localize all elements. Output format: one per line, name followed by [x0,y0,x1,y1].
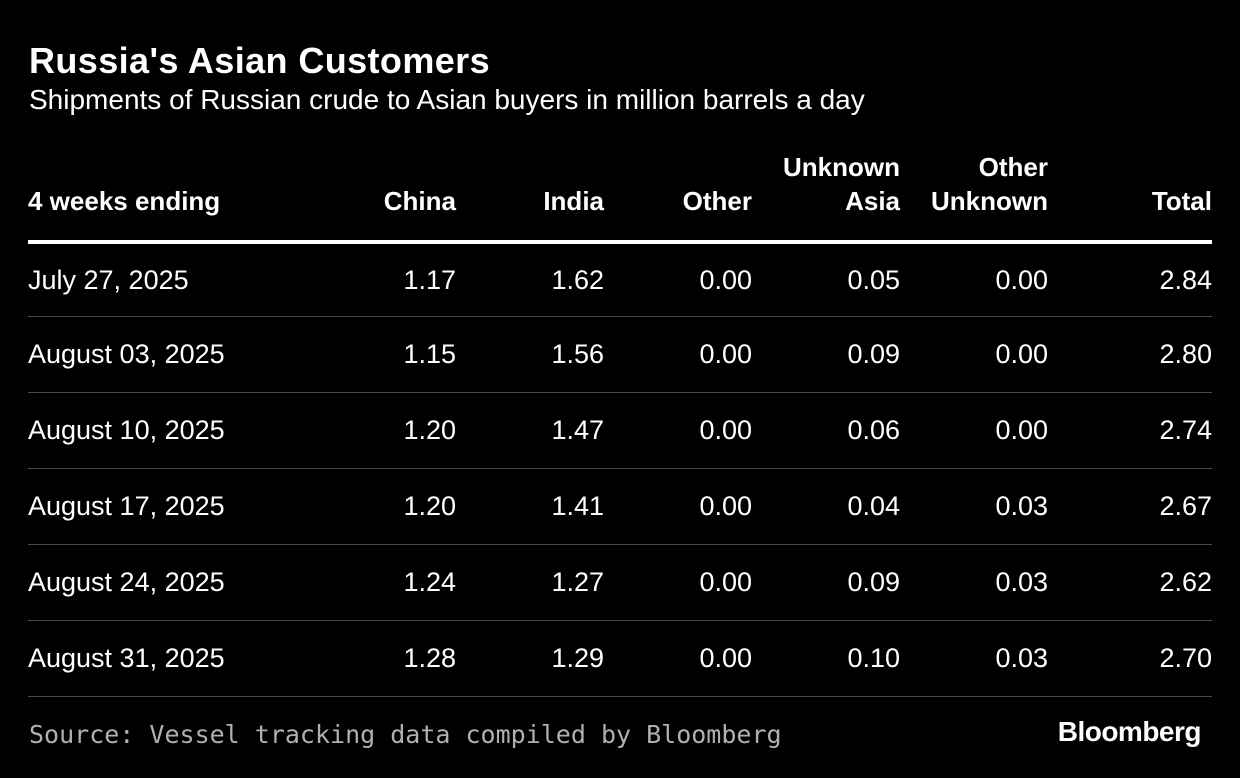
cell-other: 0.00 [604,316,752,393]
cell-other-unknown: 0.03 [900,544,1048,621]
table-row: July 27, 2025 1.17 1.62 0.00 0.05 0.00 2.84 [28,242,1212,317]
cell-china: 1.28 [308,620,456,697]
cell-other-unknown: 0.03 [900,620,1048,697]
table-header-row: 4 weeks ending China India Other Unknown Asia… [28,150,1212,244]
column-header-other-unknown: Other Unknown [900,150,1048,244]
chart-title: Russia's Asian Customers [29,40,490,81]
table-row: August 17, 2025 1.20 1.41 0.00 0.04 0.03 2.67 [28,468,1212,545]
cell-period: July 27, 2025 [28,242,308,317]
cell-period: August 03, 2025 [28,316,308,393]
table-row: August 24, 2025 1.24 1.27 0.00 0.09 0.03 2.62 [28,544,1212,621]
cell-china: 1.20 [308,392,456,469]
column-header-total: Total [1048,150,1212,244]
column-header-line: Unknown [783,152,900,182]
column-header-other: Other [604,150,752,244]
cell-china: 1.24 [308,544,456,621]
column-header-unknown-asia: Unknown Asia [752,150,900,244]
table-row: August 03, 2025 1.15 1.56 0.00 0.09 0.00 2.80 [28,316,1212,393]
column-header-line: India [543,186,604,216]
cell-period: August 17, 2025 [28,468,308,545]
cell-other-unknown: 0.03 [900,468,1048,545]
column-header-line: Other [682,186,752,216]
cell-india: 1.41 [456,468,604,545]
column-header-line: China [383,186,456,216]
table-row: August 10, 2025 1.20 1.47 0.00 0.06 0.00 2.74 [28,392,1212,469]
cell-other-unknown: 0.00 [900,392,1048,469]
table-row: August 31, 2025 1.28 1.29 0.00 0.10 0.03 2.70 [28,620,1212,697]
cell-total: 2.74 [1048,392,1212,469]
cell-total: 2.67 [1048,468,1212,545]
cell-other: 0.00 [604,242,752,317]
column-header-china: China [308,150,456,244]
cell-unknown-asia: 0.09 [752,544,900,621]
cell-india: 1.62 [456,242,604,317]
cell-period: August 10, 2025 [28,392,308,469]
cell-china: 1.17 [308,242,456,317]
cell-unknown-asia: 0.04 [752,468,900,545]
table-body: July 27, 2025 1.17 1.62 0.00 0.05 0.00 2.84 Aug… [28,242,1212,697]
chart-subtitle: Shipments of Russian crude to Asian buye… [29,84,865,115]
shipments-table: 4 weeks ending China India Other Unknown Asia… [28,150,1212,697]
cell-india: 1.27 [456,544,604,621]
cell-unknown-asia: 0.05 [752,242,900,317]
cell-china: 1.20 [308,468,456,545]
cell-other-unknown: 0.00 [900,316,1048,393]
cell-india: 1.56 [456,316,604,393]
cell-other: 0.00 [604,620,752,697]
column-header-period: 4 weeks ending [28,150,308,244]
cell-other-unknown: 0.00 [900,242,1048,317]
cell-other: 0.00 [604,468,752,545]
column-header-line: Other [978,152,1048,182]
cell-unknown-asia: 0.10 [752,620,900,697]
cell-period: August 31, 2025 [28,620,308,697]
column-header-line: 4 weeks ending [28,186,221,216]
cell-india: 1.29 [456,620,604,697]
cell-china: 1.15 [308,316,456,393]
cell-total: 2.80 [1048,316,1212,393]
column-header-line: Total [1151,186,1212,216]
column-header-india: India [456,150,604,244]
source-note: Source: Vessel tracking data compiled by… [29,720,782,749]
cell-total: 2.84 [1048,242,1212,317]
bloomberg-logo: Bloomberg [1057,716,1202,747]
cell-other: 0.00 [604,392,752,469]
cell-unknown-asia: 0.09 [752,316,900,393]
cell-total: 2.70 [1048,620,1212,697]
cell-unknown-asia: 0.06 [752,392,900,469]
cell-india: 1.47 [456,392,604,469]
cell-total: 2.62 [1048,544,1212,621]
column-header-line: Unknown [931,186,1048,216]
column-header-line: Asia [845,186,900,216]
cell-period: August 24, 2025 [28,544,308,621]
cell-other: 0.00 [604,544,752,621]
